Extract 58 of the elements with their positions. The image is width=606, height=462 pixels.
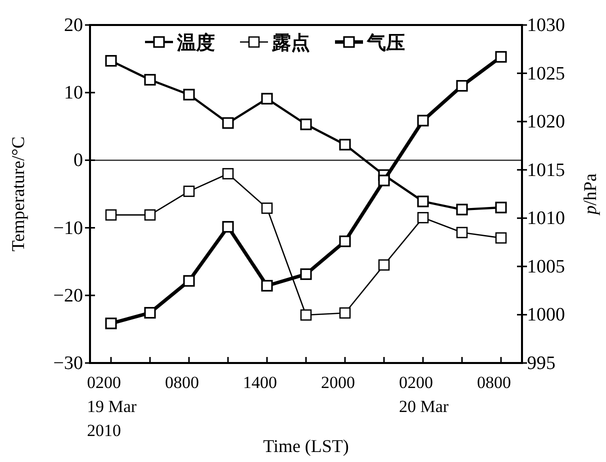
y2-tick-label: 1030 bbox=[527, 15, 565, 36]
y2-axis-title: p/hPa bbox=[580, 173, 600, 217]
point bbox=[183, 275, 195, 287]
point bbox=[417, 212, 429, 224]
x-tick-label: 0200 20 Mar bbox=[399, 373, 449, 416]
point bbox=[105, 209, 117, 221]
point bbox=[339, 236, 351, 248]
point bbox=[300, 268, 312, 280]
y-tick-label: 10 bbox=[64, 82, 83, 104]
point bbox=[144, 209, 156, 221]
point bbox=[261, 280, 273, 292]
y-tick-label: −30 bbox=[53, 353, 83, 374]
y-axis-title: Temperature/°C bbox=[8, 136, 28, 252]
x-tick-label: 1400 bbox=[243, 373, 277, 392]
y-tick-label: −20 bbox=[53, 285, 83, 306]
point bbox=[261, 202, 273, 214]
y2-tick-label: 1020 bbox=[527, 112, 565, 133]
point bbox=[378, 259, 390, 271]
x-tick-label: 0800 bbox=[477, 373, 511, 392]
point bbox=[222, 168, 234, 180]
point bbox=[495, 202, 507, 214]
x-axis-title: Time (LST) bbox=[263, 436, 349, 456]
point bbox=[105, 55, 117, 67]
point bbox=[261, 92, 273, 104]
point bbox=[222, 221, 234, 233]
point bbox=[417, 114, 429, 126]
legend-label: 露点 bbox=[271, 32, 310, 54]
y2-tick-label: 1015 bbox=[527, 160, 565, 181]
legend-label: 气压 bbox=[366, 32, 405, 54]
x-tick-label: 2000 bbox=[321, 373, 355, 392]
y2-tick-label: 1025 bbox=[527, 63, 565, 84]
y-tick-label: 20 bbox=[64, 15, 83, 36]
point bbox=[339, 307, 351, 319]
y2-tick-label: 1010 bbox=[527, 208, 565, 230]
y2-tick-label: 1000 bbox=[527, 304, 565, 326]
x-tick-label: 0800 bbox=[165, 373, 199, 392]
point bbox=[183, 88, 195, 100]
point bbox=[183, 186, 195, 197]
point bbox=[105, 318, 117, 330]
point bbox=[144, 306, 156, 319]
point bbox=[456, 204, 468, 216]
point bbox=[495, 51, 507, 63]
point bbox=[378, 174, 390, 186]
y2-tick-label: 1005 bbox=[527, 256, 565, 278]
point bbox=[456, 80, 468, 92]
point bbox=[222, 117, 234, 129]
point bbox=[339, 138, 351, 150]
point bbox=[417, 196, 429, 208]
y2-tick-label: 995 bbox=[527, 353, 556, 374]
point bbox=[300, 309, 312, 321]
point bbox=[300, 118, 312, 130]
x-tick-label: 0200 19 Mar 2010 bbox=[87, 373, 137, 440]
y-tick-label: −10 bbox=[53, 218, 83, 239]
y-tick-label: 0 bbox=[74, 150, 83, 172]
legend-label: 温度 bbox=[176, 32, 215, 54]
point bbox=[456, 226, 468, 238]
point bbox=[144, 74, 156, 86]
point bbox=[495, 232, 507, 244]
